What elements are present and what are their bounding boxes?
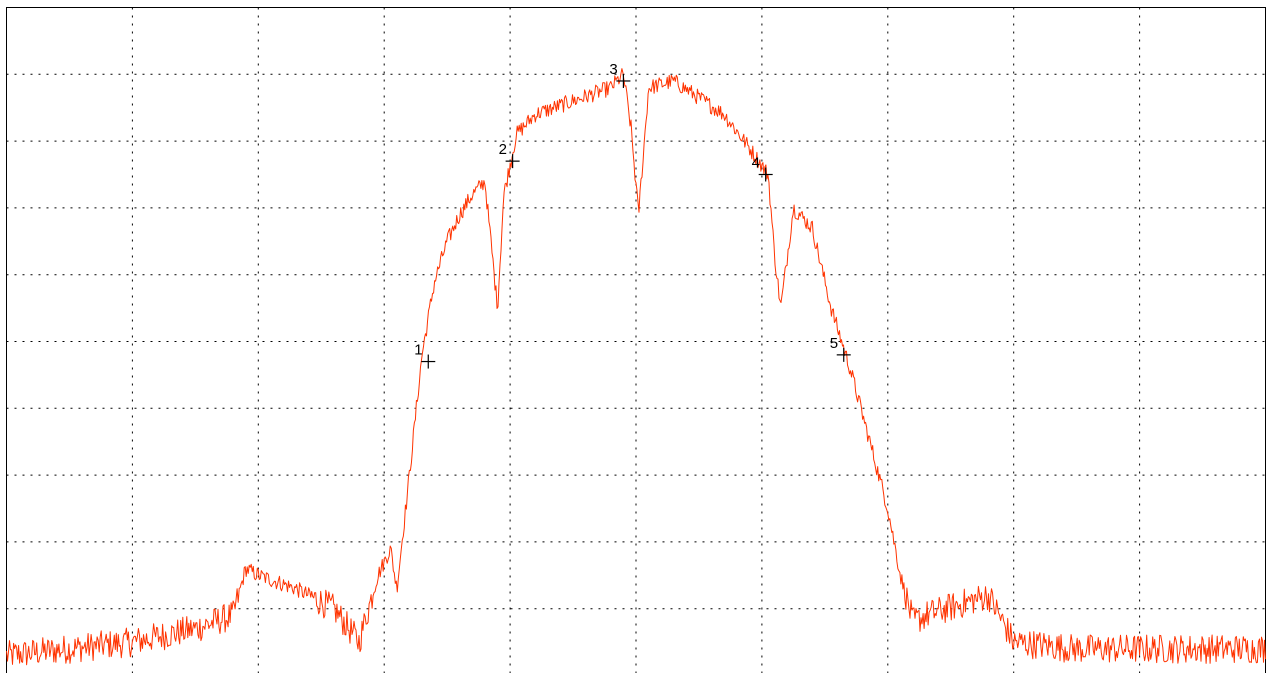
- marker-5: 5: [830, 335, 851, 362]
- grid: [6, 7, 1266, 673]
- markers: 1 2 3 4 5: [414, 61, 851, 369]
- marker-3: 3: [609, 61, 631, 88]
- marker-label: 2: [499, 141, 507, 158]
- marker-1: 1: [414, 342, 436, 369]
- marker-2: 2: [499, 141, 520, 169]
- series-trace: [6, 68, 1266, 666]
- marker-label: 1: [414, 342, 422, 359]
- marker-label: 4: [752, 155, 760, 172]
- plot-frame: [6, 7, 1266, 673]
- marker-4: 4: [752, 155, 773, 182]
- marker-label: 3: [609, 61, 617, 78]
- marker-label: 5: [830, 335, 838, 352]
